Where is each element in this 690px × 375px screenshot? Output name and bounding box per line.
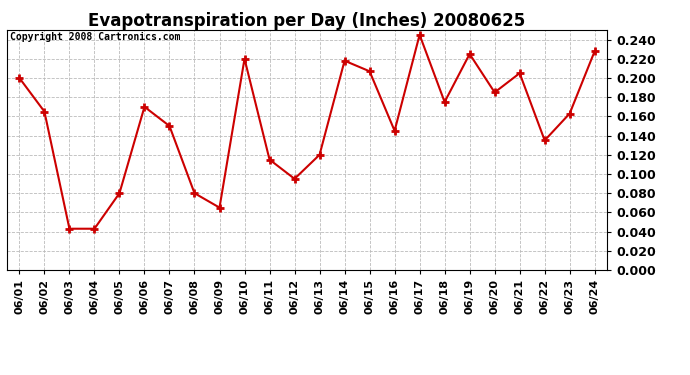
Text: Copyright 2008 Cartronics.com: Copyright 2008 Cartronics.com xyxy=(10,32,180,42)
Title: Evapotranspiration per Day (Inches) 20080625: Evapotranspiration per Day (Inches) 2008… xyxy=(88,12,526,30)
